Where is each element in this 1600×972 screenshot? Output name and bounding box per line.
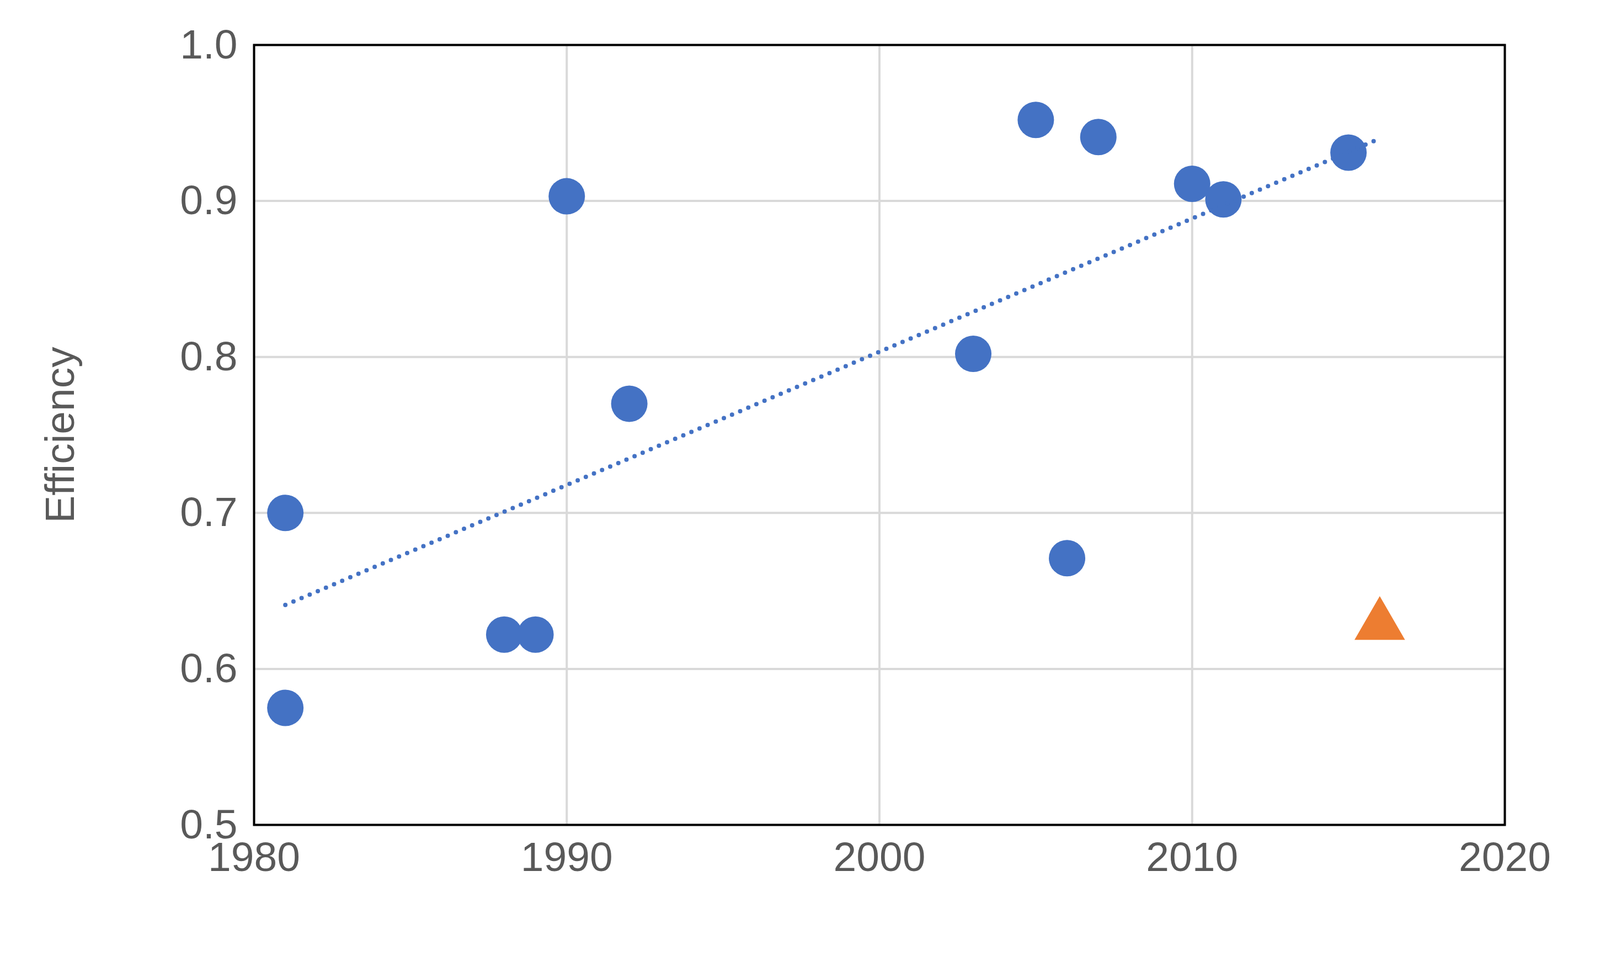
svg-text:0.8: 0.8 (179, 332, 238, 380)
svg-text:1990: 1990 (520, 833, 613, 880)
svg-text:2000: 2000 (833, 833, 926, 880)
svg-text:0.9: 0.9 (179, 176, 238, 223)
svg-text:Efficiency: Efficiency (36, 346, 83, 524)
svg-text:0.7: 0.7 (179, 488, 238, 535)
svg-text:2020: 2020 (1458, 833, 1551, 880)
svg-text:1.0: 1.0 (179, 20, 238, 68)
svg-text:1980: 1980 (208, 832, 301, 880)
svg-text:2010: 2010 (1145, 833, 1239, 880)
svg-text:0.6: 0.6 (179, 644, 238, 691)
svg-text:0.5: 0.5 (179, 800, 238, 847)
